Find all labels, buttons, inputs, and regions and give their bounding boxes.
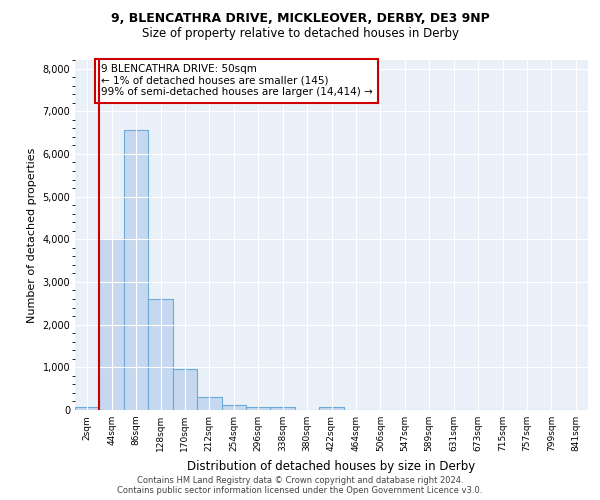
X-axis label: Distribution of detached houses by size in Derby: Distribution of detached houses by size … [187,460,476,472]
Bar [75,408,100,410]
Bar [197,397,221,410]
Bar [173,370,197,410]
Bar [148,299,173,410]
Text: Contains HM Land Registry data © Crown copyright and database right 2024.
Contai: Contains HM Land Registry data © Crown c… [118,476,482,495]
Text: 9, BLENCATHRA DRIVE, MICKLEOVER, DERBY, DE3 9NP: 9, BLENCATHRA DRIVE, MICKLEOVER, DERBY, … [110,12,490,26]
Bar [100,240,124,410]
Text: Size of property relative to detached houses in Derby: Size of property relative to detached ho… [142,28,458,40]
Bar [319,408,344,410]
Y-axis label: Number of detached properties: Number of detached properties [27,148,37,322]
Bar [246,407,271,410]
Bar [124,130,148,410]
Bar [221,406,246,410]
Text: 9 BLENCATHRA DRIVE: 50sqm
← 1% of detached houses are smaller (145)
99% of semi-: 9 BLENCATHRA DRIVE: 50sqm ← 1% of detach… [101,64,373,98]
Bar [271,407,295,410]
